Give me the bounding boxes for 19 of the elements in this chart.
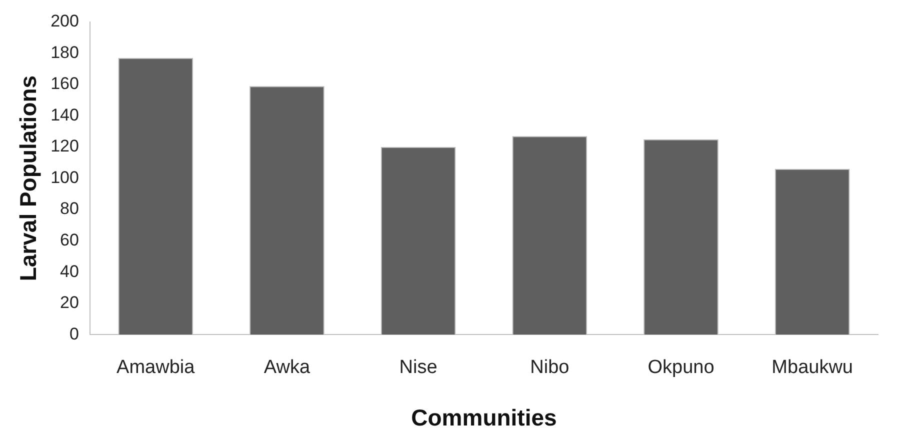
- y-tick-label: 180: [50, 42, 79, 62]
- x-tick-label: Okpuno: [648, 357, 714, 378]
- x-tick-label: Nibo: [530, 357, 570, 378]
- y-tick-label: 140: [50, 105, 79, 124]
- x-tick-label: Mbaukwu: [772, 357, 853, 378]
- y-tick-label: 60: [60, 230, 79, 250]
- y-tick-label: 80: [60, 199, 79, 218]
- y-tick-label: 160: [50, 74, 79, 94]
- y-tick-label: 0: [69, 324, 79, 344]
- x-tick-label: Awka: [264, 357, 310, 378]
- x-axis-title: Communities: [411, 404, 557, 431]
- y-tick-label: 120: [50, 136, 79, 156]
- y-tick-label: 100: [50, 168, 79, 187]
- x-tick-label: Amawbia: [116, 357, 196, 378]
- y-tick-label: 20: [60, 293, 79, 312]
- x-tick-label: Nise: [399, 357, 438, 378]
- y-tick-label: 40: [60, 262, 79, 281]
- y-axis-title: Larval Populations: [15, 75, 42, 282]
- y-tick-label: 200: [50, 12, 79, 31]
